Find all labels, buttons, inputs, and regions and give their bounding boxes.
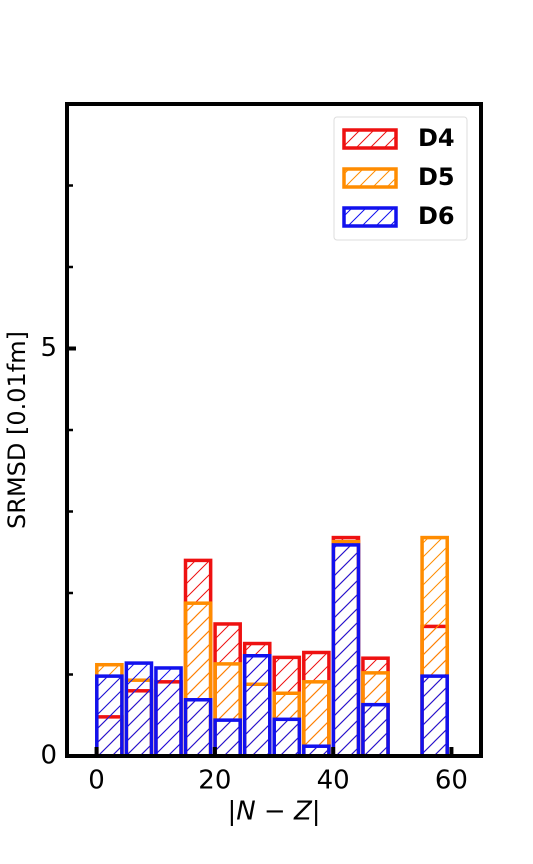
bar xyxy=(213,718,242,758)
bar xyxy=(124,661,154,758)
x-axis-label: |N − Z| xyxy=(227,797,320,827)
legend-swatch xyxy=(342,167,398,189)
y-axis-label: SRMSD [0.01fm] xyxy=(3,331,31,529)
bar xyxy=(420,674,449,758)
legend-label: D4 xyxy=(418,124,455,152)
bar xyxy=(272,717,302,758)
bar xyxy=(95,674,124,758)
bar xyxy=(183,698,213,758)
x-tick-label: 0 xyxy=(88,766,105,796)
bar xyxy=(361,702,390,758)
y-tick-label: 5 xyxy=(40,333,57,363)
x-tick-label: 20 xyxy=(198,766,231,796)
x-tick-label: 40 xyxy=(317,766,350,796)
bar xyxy=(154,666,183,758)
y-tick-label: 0 xyxy=(40,741,57,771)
bar xyxy=(242,654,272,758)
legend-swatch xyxy=(342,206,398,228)
bar xyxy=(331,543,361,758)
legend-label: D5 xyxy=(418,163,455,191)
x-tick-label: 60 xyxy=(435,766,468,796)
legend-swatch xyxy=(342,128,398,150)
legend-label: D6 xyxy=(418,202,455,230)
